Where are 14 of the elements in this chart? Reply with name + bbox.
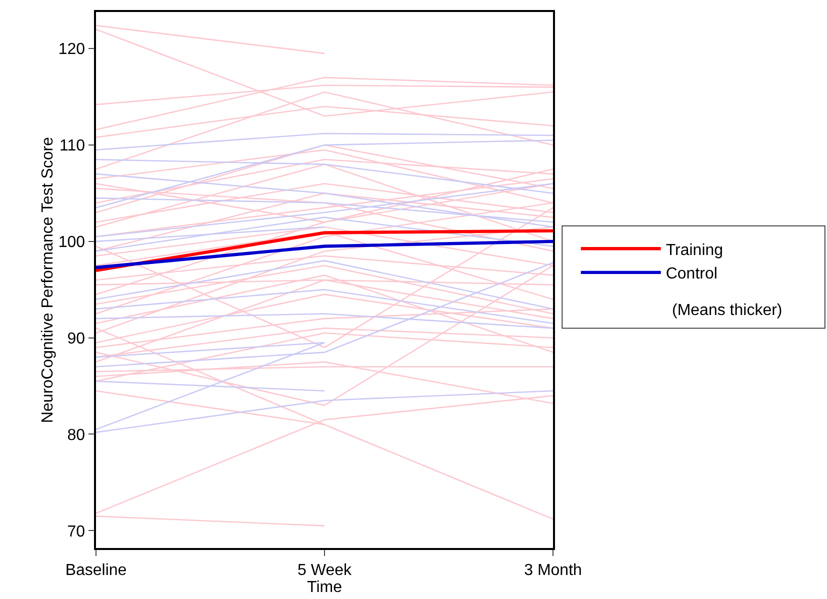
y-tick-label: 90 (67, 330, 86, 348)
y-tick-label: 70 (67, 523, 86, 540)
text: (Means thicker) (672, 302, 782, 319)
x-tick-label: 5 Week (298, 562, 352, 579)
y-axis-title: NeuroCognitive Performance Test Score (39, 136, 56, 424)
y-tick-label: 110 (60, 138, 86, 155)
legend-label: Training (666, 242, 724, 259)
x-axis-title: Time (307, 578, 342, 596)
x-tick-label: 3 Month (524, 562, 582, 579)
y-tick-label: 120 (58, 41, 86, 58)
y-tick-label: 80 (67, 426, 86, 444)
x-tick-label: Baseline (65, 562, 127, 579)
y-tick-label: 100 (58, 234, 86, 252)
legend-label: Control (666, 266, 718, 283)
